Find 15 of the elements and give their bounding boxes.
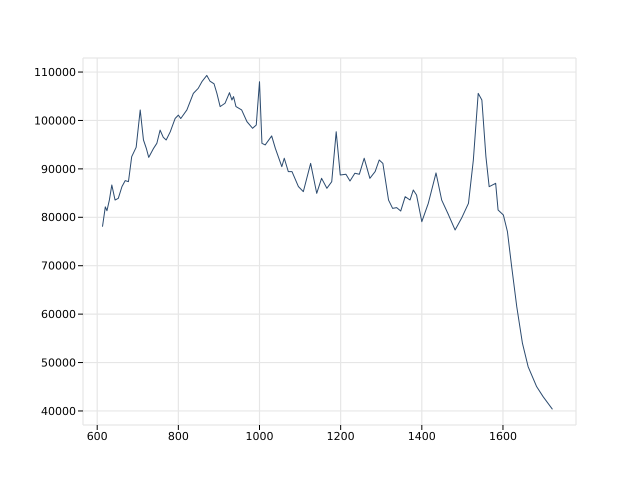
y-tick-label: 60000 bbox=[41, 308, 76, 322]
y-tick-label: 90000 bbox=[41, 162, 76, 176]
y-tick-label: 110000 bbox=[34, 66, 76, 79]
x-tick-label: 1200 bbox=[326, 430, 355, 443]
x-tick-label: 1600 bbox=[488, 430, 517, 443]
x-tick-label: 600 bbox=[86, 430, 108, 443]
x-tick-label: 1000 bbox=[246, 430, 274, 443]
y-tick-label: 70000 bbox=[41, 260, 76, 273]
y-tick-label: 40000 bbox=[41, 404, 76, 418]
y-tick-label: 100000 bbox=[34, 114, 76, 128]
line-series bbox=[102, 74, 553, 410]
y-tick-label: 50000 bbox=[41, 356, 76, 370]
x-tick-label: 800 bbox=[168, 430, 189, 443]
x-tick-label: 1400 bbox=[408, 430, 436, 443]
y-tick-label: 80000 bbox=[41, 211, 76, 224]
